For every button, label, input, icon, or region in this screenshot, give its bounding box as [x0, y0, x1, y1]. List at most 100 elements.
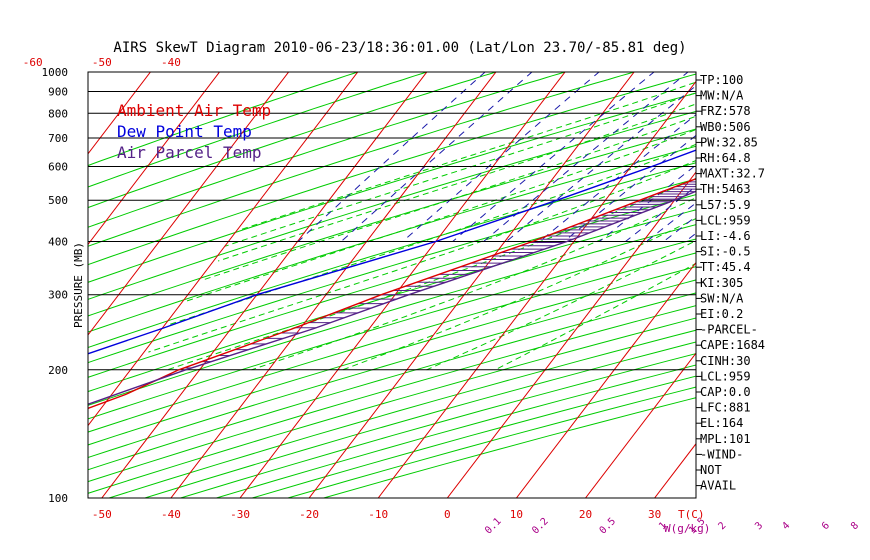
- legend-item: Ambient Air Temp: [117, 101, 271, 120]
- chart-title: AIRS SkewT Diagram 2010-06-23/18:36:01.0…: [113, 40, 686, 56]
- index-label: EI:0.2: [700, 307, 743, 321]
- dry-adiabat-line: [88, 305, 696, 483]
- moist-adiabat-line: [167, 177, 696, 371]
- moist-adiabat-line: [168, 143, 696, 326]
- mixing-ratio-tick-label: 0.1: [483, 516, 504, 537]
- index-label: CAP:0.0: [700, 385, 751, 399]
- moist-adiabat-line: [148, 160, 696, 353]
- index-label: NOT: [700, 463, 722, 477]
- plot-frame: [87, 71, 697, 499]
- index-label: CINH:30: [700, 354, 751, 368]
- index-label: KI:305: [700, 276, 743, 290]
- index-label: AVAIL: [700, 479, 736, 493]
- pressure-tick-label: 500: [48, 194, 68, 207]
- dry-adiabat-line: [88, 73, 696, 266]
- dry-adiabat-line: [88, 194, 696, 378]
- dry-adiabat-line: [88, 162, 696, 349]
- pressure-tick-label: 600: [48, 161, 68, 174]
- mixing-ratio-line: [452, 72, 655, 242]
- profile-lines: [88, 149, 696, 410]
- dry-adiabat-line: [88, 266, 696, 446]
- index-label: LI:-4.6: [700, 229, 751, 243]
- mixing-ratio-line: [505, 85, 696, 242]
- pressure-tick-label: 100: [48, 492, 68, 505]
- index-label: LCL:959: [700, 369, 751, 383]
- y-axis-label: PRESSURE (MB): [72, 242, 85, 328]
- bottom-temp-tick-label: 10: [510, 508, 523, 521]
- mixing-ratio-line: [663, 215, 696, 242]
- isotherm-line: [88, 72, 152, 155]
- mixing-ratio-line: [645, 202, 696, 242]
- mixing-ratio-tick-label: 6: [820, 520, 832, 532]
- index-label: EL:164: [700, 416, 743, 430]
- x-axis-label: T(C): [678, 508, 705, 521]
- dry-adiabat-line: [88, 238, 696, 420]
- isotherm-line: [101, 72, 428, 498]
- mixing-ratio-line: [483, 72, 689, 242]
- mixing-ratio-tick-label: 2: [716, 520, 728, 532]
- pressure-tick-label: 800: [48, 107, 68, 120]
- top-temp-tick-label: -60: [23, 56, 43, 69]
- dry-adiabat-line: [250, 375, 696, 498]
- index-label: TP:100: [700, 73, 743, 87]
- pressure-tick-label: 200: [48, 364, 68, 377]
- legend: Ambient Air Temp Dew Point Temp Air Parcel…: [117, 101, 271, 162]
- mixing-ratio-line: [755, 63, 870, 242]
- top-temp-tick-label: -40: [161, 56, 181, 69]
- dry-adiabat-line: [88, 279, 696, 459]
- isotherm-line: [584, 352, 696, 498]
- isotherm-line: [308, 72, 635, 498]
- index-label: SI:-0.5: [700, 245, 751, 259]
- isotherm-line: [88, 72, 221, 246]
- index-label: MW:N/A: [700, 89, 744, 103]
- moist-adiabat-line: [202, 115, 696, 281]
- mixing-ratio-line: [539, 114, 696, 242]
- dry-adiabat-line: [88, 317, 696, 494]
- dry-adiabat-line: [88, 292, 696, 471]
- moist-adiabat-line: [251, 197, 696, 371]
- mixing-ratio-tick-label: 4: [780, 520, 792, 532]
- mixing-ratio-unit: W(g/kg): [664, 522, 710, 535]
- mixing-ratio-tick-label: 8: [849, 520, 861, 532]
- index-label: SW:N/A: [700, 291, 744, 305]
- dry-adiabat-line: [88, 72, 360, 167]
- mixing-ratio-line: [402, 72, 600, 242]
- mixing-ratio-tick-label: 3: [753, 520, 765, 532]
- isotherm-line: [377, 80, 696, 498]
- isobars: [88, 72, 696, 498]
- bottom-temp-axis: -50 -40 -30 -20 -10 0 10 20 30: [92, 508, 661, 521]
- legend-item: Dew Point Temp: [117, 122, 252, 141]
- moist-adiabat-line: [186, 129, 696, 302]
- series-line-dew-point-temp: [88, 149, 696, 355]
- index-label: MPL:101: [700, 432, 751, 446]
- pressure-tick-label: 900: [48, 85, 68, 98]
- mixing-ratio-tick-label: 0.2: [530, 516, 551, 537]
- moist-adiabat-line: [342, 218, 696, 371]
- mixing-ratio-line: [297, 72, 486, 242]
- index-label: RH:64.8: [700, 151, 751, 165]
- dry-adiabat-line: [286, 386, 696, 498]
- index-label: TH:5463: [700, 182, 751, 196]
- pressure-tick-label: 400: [48, 236, 68, 249]
- dry-adiabat-line: [88, 72, 429, 188]
- isotherm-line: [446, 171, 696, 498]
- bottom-temp-tick-label: 30: [648, 508, 661, 521]
- index-label: MAXT:32.7: [700, 167, 765, 181]
- bottom-temp-tick-label: -50: [92, 508, 112, 521]
- isotherm-line: [88, 72, 290, 336]
- index-label: LCL:959: [700, 213, 751, 227]
- dry-adiabats: [88, 72, 696, 498]
- index-label: TT:45.4: [700, 260, 751, 274]
- pressure-tick-label: 1000: [42, 66, 69, 79]
- dry-adiabat-line: [88, 252, 696, 433]
- pressure-tick-label: 300: [48, 289, 68, 302]
- bottom-temp-tick-label: 20: [579, 508, 592, 521]
- mixing-ratio-lines: [297, 63, 870, 242]
- index-label: WB0:506: [700, 120, 751, 134]
- cape-hatch: [168, 179, 696, 375]
- dry-adiabat-line: [88, 178, 696, 364]
- mixing-ratio-tick-label: 0.5: [598, 516, 619, 537]
- bottom-temp-tick-label: 0: [444, 508, 451, 521]
